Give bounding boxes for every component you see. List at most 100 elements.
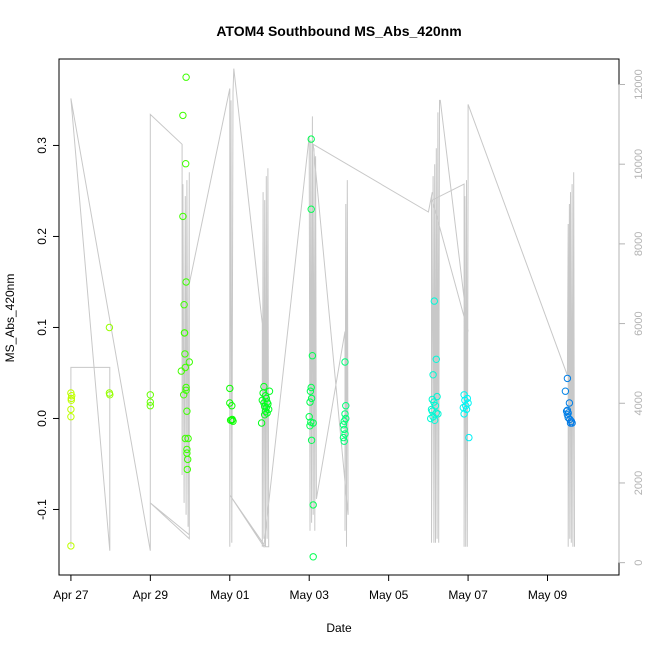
- y2-tick-label: 0: [633, 560, 645, 566]
- data-point: [67, 394, 76, 403]
- x-tick-label: May 03: [290, 588, 330, 602]
- data-point: [183, 465, 192, 474]
- data-point: [184, 455, 192, 464]
- data-point: [307, 135, 315, 143]
- data-point: [182, 386, 190, 394]
- data-point: [307, 394, 316, 403]
- data-point: [431, 402, 440, 410]
- data-point: [228, 415, 236, 424]
- data-point: [185, 358, 194, 366]
- data-point: [180, 391, 188, 399]
- y-tick-label: -0.1: [35, 499, 49, 520]
- y-tick-label: 0.3: [35, 137, 49, 154]
- data-point: [67, 405, 75, 414]
- data-point: [183, 445, 191, 454]
- secondary-series-track: [70, 68, 575, 551]
- data-point: [561, 387, 570, 395]
- x-tick-label: Apr 27: [53, 588, 89, 602]
- chart-title: ATOM4 Southbound MS_Abs_420nm: [216, 23, 461, 39]
- data-point: [342, 414, 350, 423]
- y2-tick-label: 10000: [633, 149, 645, 180]
- data-point: [226, 384, 234, 393]
- data-point: [460, 410, 468, 418]
- x-tick-label: Apr 29: [133, 588, 169, 602]
- data-point: [341, 430, 349, 438]
- x-tick-label: May 01: [210, 588, 250, 602]
- track-line: [70, 68, 575, 551]
- data-point: [430, 297, 438, 305]
- data-point: [67, 413, 75, 421]
- data-point: [260, 399, 268, 407]
- data-point: [307, 383, 315, 392]
- data-point: [431, 416, 439, 424]
- data-point: [261, 411, 269, 419]
- y-tick-label: 0.0: [35, 410, 49, 427]
- data-point: [465, 433, 473, 442]
- data-point: [260, 382, 268, 391]
- data-point: [432, 355, 440, 363]
- data-point: [263, 409, 271, 417]
- data-point: [339, 421, 348, 429]
- data-point: [179, 111, 187, 120]
- data-point: [257, 419, 266, 427]
- y-axis-right: 0 2000 4000 6000 8000 10000 12000: [618, 69, 645, 566]
- data-point: [341, 358, 349, 366]
- data-point: [262, 394, 270, 403]
- data-point: [180, 329, 189, 337]
- y-tick-label: 0.2: [35, 228, 49, 245]
- data-points: [67, 73, 576, 561]
- data-point: [306, 398, 314, 406]
- data-point: [262, 403, 270, 412]
- data-point: [68, 392, 76, 400]
- data-point: [184, 434, 192, 443]
- y2-tick-label: 6000: [633, 311, 645, 335]
- data-point: [181, 363, 190, 372]
- y-axis-left: -0.1 0.0 0.1 0.2 0.3: [35, 137, 60, 520]
- data-point: [306, 422, 314, 430]
- data-point: [182, 278, 190, 286]
- y-axis-label: MS_Abs_420nm: [3, 274, 17, 363]
- data-point: [182, 73, 190, 81]
- data-point: [340, 425, 348, 434]
- data-point: [342, 402, 350, 410]
- x-axis-label: Date: [326, 621, 352, 635]
- data-point: [67, 542, 75, 550]
- data-point: [182, 160, 190, 168]
- data-point: [563, 374, 572, 383]
- x-axis: Apr 27 Apr 29 May 01 May 03 May 05 May 07 May …: [53, 574, 568, 602]
- data-point: [106, 391, 114, 399]
- data-point: [339, 433, 348, 442]
- data-point: [263, 398, 271, 406]
- data-point: [146, 402, 155, 410]
- plot-frame: [58, 58, 620, 576]
- data-point: [341, 410, 349, 418]
- data-point: [565, 399, 574, 407]
- data-point: [563, 406, 572, 414]
- data-point: [427, 414, 435, 423]
- data-point: [308, 352, 317, 360]
- y2-tick-label: 4000: [633, 391, 645, 415]
- data-point: [67, 396, 76, 404]
- data-point: [568, 419, 576, 427]
- y2-tick-label: 12000: [633, 69, 645, 100]
- data-point: [430, 398, 438, 406]
- data-point: [179, 212, 187, 221]
- data-point: [309, 553, 317, 561]
- data-point: [180, 301, 188, 309]
- y2-tick-label: 2000: [633, 471, 645, 495]
- data-point: [463, 394, 471, 403]
- x-tick-label: May 07: [448, 588, 488, 602]
- data-point: [433, 392, 441, 401]
- y-tick-label: 0.1: [35, 319, 49, 336]
- data-point: [428, 407, 436, 415]
- data-point: [105, 323, 114, 332]
- data-point: [305, 413, 313, 421]
- data-point: [464, 399, 472, 407]
- data-point: [265, 405, 273, 414]
- data-point: [307, 205, 315, 213]
- data-point: [146, 398, 155, 406]
- data-point: [309, 501, 317, 509]
- data-point: [265, 387, 274, 395]
- data-point: [228, 402, 236, 410]
- data-point: [146, 391, 155, 399]
